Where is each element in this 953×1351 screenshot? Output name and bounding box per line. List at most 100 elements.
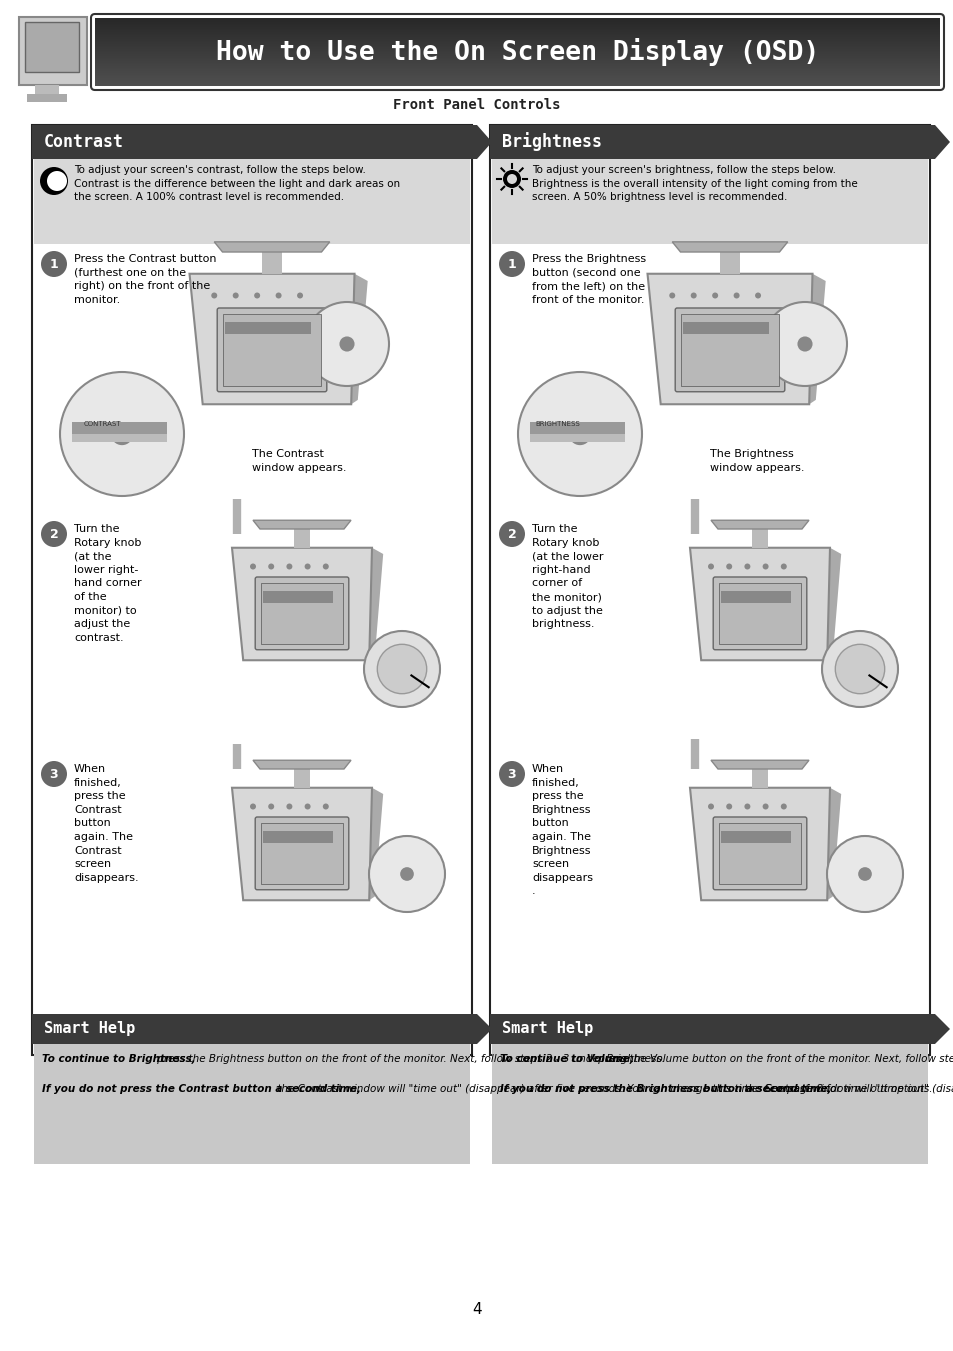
Text: press the Volume button on the front of the monitor. Next, follow steps 2 - 3 un: press the Volume button on the front of …	[594, 1054, 953, 1065]
Circle shape	[568, 423, 591, 446]
Circle shape	[690, 293, 696, 299]
Polygon shape	[884, 126, 949, 159]
Polygon shape	[427, 1015, 492, 1044]
Circle shape	[826, 836, 902, 912]
Circle shape	[797, 336, 812, 351]
Polygon shape	[710, 520, 808, 530]
Text: Turn the
Rotary knob
(at the lower
right-hand
corner of
the monitor)
to adjust t: Turn the Rotary knob (at the lower right…	[532, 524, 603, 630]
Circle shape	[761, 563, 768, 570]
Circle shape	[733, 293, 739, 299]
Bar	[225, 322, 311, 334]
Bar	[27, 95, 67, 101]
Circle shape	[743, 804, 750, 809]
FancyBboxPatch shape	[217, 308, 327, 392]
Bar	[719, 823, 800, 884]
Bar	[720, 590, 790, 603]
Circle shape	[754, 293, 760, 299]
Polygon shape	[190, 274, 355, 404]
Polygon shape	[351, 274, 367, 404]
Circle shape	[111, 423, 133, 446]
Circle shape	[41, 761, 67, 788]
Circle shape	[60, 372, 184, 496]
Bar	[530, 434, 624, 442]
Circle shape	[41, 521, 67, 547]
Circle shape	[711, 293, 718, 299]
Text: Contrast: Contrast	[44, 132, 124, 151]
Polygon shape	[884, 1015, 949, 1044]
Circle shape	[233, 293, 238, 299]
Circle shape	[725, 563, 732, 570]
Text: The Brightness
window appears.: The Brightness window appears.	[709, 449, 803, 473]
Bar	[262, 253, 281, 274]
Text: How to Use the On Screen Display (OSD): How to Use the On Screen Display (OSD)	[215, 38, 819, 66]
Bar	[71, 422, 167, 434]
Polygon shape	[232, 547, 372, 661]
Text: 1: 1	[50, 258, 58, 270]
Circle shape	[40, 168, 68, 195]
Text: 2: 2	[50, 527, 58, 540]
Circle shape	[780, 804, 786, 809]
Circle shape	[304, 804, 311, 809]
Bar	[263, 590, 333, 603]
Bar	[294, 769, 310, 788]
Text: 3: 3	[50, 767, 58, 781]
Circle shape	[743, 563, 750, 570]
Polygon shape	[826, 547, 841, 661]
FancyBboxPatch shape	[255, 817, 349, 890]
Text: If you do not press the Brightness button a second time,: If you do not press the Brightness butto…	[499, 1084, 831, 1094]
FancyBboxPatch shape	[255, 577, 349, 650]
Circle shape	[322, 804, 329, 809]
Bar	[751, 769, 767, 788]
Circle shape	[286, 563, 292, 570]
Bar	[32, 126, 447, 159]
Circle shape	[506, 174, 517, 184]
Bar	[223, 313, 320, 386]
Circle shape	[211, 293, 217, 299]
Circle shape	[821, 631, 897, 707]
Circle shape	[322, 563, 329, 570]
Polygon shape	[647, 274, 812, 404]
Text: BRIGHTNESS: BRIGHTNESS	[535, 422, 579, 427]
Circle shape	[780, 563, 786, 570]
Circle shape	[268, 563, 274, 570]
Bar	[682, 322, 768, 334]
Polygon shape	[253, 761, 351, 769]
Text: Smart Help: Smart Help	[501, 1021, 593, 1036]
Circle shape	[296, 293, 303, 299]
Bar	[751, 530, 767, 547]
Bar	[34, 1044, 470, 1165]
Polygon shape	[710, 761, 808, 769]
Text: If you do not press the Contrast button a second time,: If you do not press the Contrast button …	[42, 1084, 360, 1094]
Bar	[719, 584, 800, 643]
Polygon shape	[826, 788, 841, 900]
Polygon shape	[253, 520, 351, 530]
Circle shape	[250, 563, 255, 570]
Circle shape	[669, 293, 675, 299]
Text: Press the Contrast button
(furthest one on the
right) on the front of the
monito: Press the Contrast button (furthest one …	[74, 254, 216, 305]
Circle shape	[858, 867, 871, 881]
Bar	[720, 831, 790, 843]
Bar	[34, 159, 470, 245]
Bar	[490, 1015, 904, 1044]
Bar	[263, 831, 333, 843]
Text: To adjust your screen's brightness, follow the steps below.
Brightness is the ov: To adjust your screen's brightness, foll…	[532, 165, 857, 203]
Bar	[680, 313, 778, 386]
Circle shape	[376, 644, 426, 693]
Polygon shape	[214, 242, 330, 253]
Circle shape	[305, 303, 389, 386]
Circle shape	[517, 372, 641, 496]
Text: When
finished,
press the
Contrast
button
again. The
Contrast
screen
disappears.: When finished, press the Contrast button…	[74, 765, 138, 882]
Circle shape	[498, 251, 524, 277]
FancyBboxPatch shape	[713, 817, 806, 890]
Circle shape	[498, 761, 524, 788]
FancyBboxPatch shape	[675, 308, 784, 392]
Circle shape	[725, 804, 732, 809]
Circle shape	[761, 804, 768, 809]
Circle shape	[369, 836, 444, 912]
Circle shape	[498, 521, 524, 547]
Polygon shape	[369, 788, 383, 900]
Circle shape	[762, 303, 846, 386]
Polygon shape	[369, 547, 383, 661]
Polygon shape	[427, 126, 492, 159]
Polygon shape	[672, 242, 787, 253]
